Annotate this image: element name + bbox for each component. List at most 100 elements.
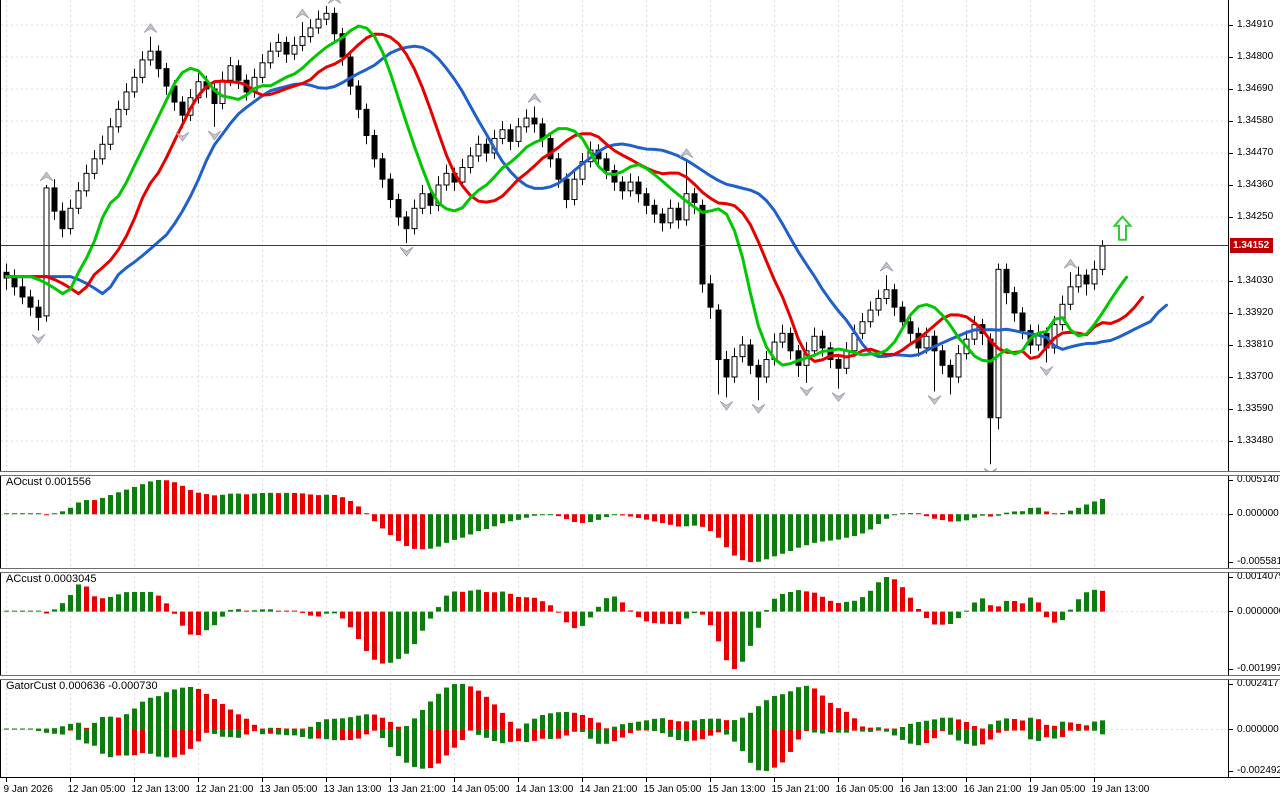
histogram-bar: [708, 729, 713, 736]
candle-body: [331, 12, 338, 35]
histogram-bar: [92, 596, 97, 612]
histogram-bar: [628, 514, 633, 517]
histogram-bar: [332, 611, 337, 614]
histogram-bar: [724, 514, 729, 548]
histogram-bar: [1076, 729, 1081, 731]
histogram-bar: [156, 595, 161, 612]
histogram-bar: [1084, 592, 1089, 612]
histogram-bar: [36, 513, 41, 515]
histogram-bar: [1028, 597, 1033, 612]
candle-body: [363, 108, 370, 137]
histogram-bar: [180, 611, 185, 626]
panel-resize-separator[interactable]: [0, 675, 1280, 680]
histogram-bar: [1044, 729, 1049, 738]
histogram-bar: [580, 729, 585, 732]
histogram-bar: [44, 514, 49, 516]
candle-body: [475, 143, 482, 157]
histogram-bar: [52, 609, 57, 612]
panel-resize-separator[interactable]: [0, 471, 1280, 476]
histogram-bar: [820, 596, 825, 612]
histogram-bar: [444, 595, 449, 612]
gator-indicator-panel[interactable]: GatorCust 0.000636 -0.000730: [0, 678, 1229, 777]
main-price-chart[interactable]: [0, 0, 1229, 471]
histogram-bar: [556, 611, 561, 613]
histogram-bar: [772, 695, 777, 730]
fractal-down-icon: [927, 395, 942, 406]
alligator-jaw-line: [5, 44, 1168, 359]
gator-histogram-canvas[interactable]: [1, 678, 1229, 777]
candle-body: [355, 85, 362, 110]
histogram-bar: [196, 492, 201, 515]
histogram-bar: [252, 610, 257, 612]
histogram-bar: [796, 687, 801, 730]
histogram-bar: [940, 729, 945, 732]
histogram-bar: [180, 687, 185, 730]
histogram-bar: [180, 485, 185, 515]
histogram-bar: [532, 514, 537, 516]
histogram-bar: [964, 721, 969, 730]
candle-body: [179, 101, 186, 116]
panel-resize-separator[interactable]: [0, 568, 1280, 573]
histogram-bar: [668, 729, 673, 737]
candle-body: [147, 50, 154, 61]
main-chart-canvas[interactable]: [1, 0, 1229, 471]
histogram-bar: [316, 495, 321, 515]
histogram-bar: [276, 729, 281, 735]
ac-histogram-canvas[interactable]: [1, 571, 1229, 675]
histogram-bar: [324, 719, 329, 730]
histogram-bar: [724, 720, 729, 730]
histogram-bar: [116, 717, 121, 730]
histogram-bar: [412, 729, 417, 767]
histogram-bar: [748, 712, 753, 730]
price-tick-label: 1.34470: [1237, 147, 1274, 158]
grid-layer: [1, 571, 1229, 675]
histogram-bar: [412, 514, 417, 549]
histogram-bar: [268, 609, 273, 612]
histogram-bar: [124, 592, 129, 612]
histogram-bar: [948, 717, 953, 730]
histogram-bar: [988, 729, 993, 740]
histogram-bar: [940, 611, 945, 625]
candle-body: [723, 359, 730, 378]
histogram-bar: [956, 729, 961, 741]
candle-body: [707, 283, 714, 308]
histogram-bar: [796, 514, 801, 548]
candle-body: [347, 56, 354, 87]
histogram-bar: [516, 514, 521, 520]
histogram-bar: [572, 514, 577, 522]
histogram-bar: [884, 728, 889, 730]
histogram-bar: [756, 729, 761, 771]
price-tick-label: 1.34360: [1237, 179, 1274, 190]
fractal-up-icon: [295, 8, 310, 19]
histogram-bar: [380, 717, 385, 730]
ac-indicator-panel[interactable]: ACcust 0.0003045: [0, 571, 1229, 675]
histogram-bar: [604, 729, 609, 744]
histogram-bar: [276, 727, 281, 730]
histogram-bar: [28, 728, 33, 730]
ao-indicator-panel[interactable]: AOcust 0.001556: [0, 474, 1229, 568]
histogram-bar: [828, 600, 833, 612]
price-tick-label: 1.33920: [1237, 307, 1274, 318]
histogram-bar: [300, 728, 305, 730]
histogram-bar: [92, 500, 97, 515]
histogram-bar: [12, 513, 17, 515]
axis-tick-mark: [1229, 440, 1233, 442]
histogram-bar: [972, 729, 977, 746]
price-axis[interactable]: 1.34152 1.34910 1.34800 1.34690 1.34580 1.34…: [1228, 0, 1280, 777]
price-tick-label: 1.34250: [1237, 211, 1274, 222]
histogram-bar: [492, 704, 497, 730]
ao-histogram-canvas[interactable]: [1, 474, 1229, 568]
candle-body: [459, 167, 466, 183]
histogram-bar: [228, 493, 233, 515]
histogram-bar: [612, 514, 617, 516]
candle-body: [379, 158, 386, 180]
histogram-bar: [332, 718, 337, 730]
histogram-bar: [596, 514, 601, 520]
histogram-bar: [780, 593, 785, 612]
histogram-bar: [1060, 729, 1065, 737]
time-axis[interactable]: 9 Jan 2026 12 Jan 05:00 12 Jan 13:00 12 Jan…: [0, 777, 1280, 801]
histogram-bar: [1076, 507, 1081, 515]
candle-body: [779, 332, 786, 343]
histogram-bar: [676, 721, 681, 730]
candle-body: [675, 207, 682, 221]
